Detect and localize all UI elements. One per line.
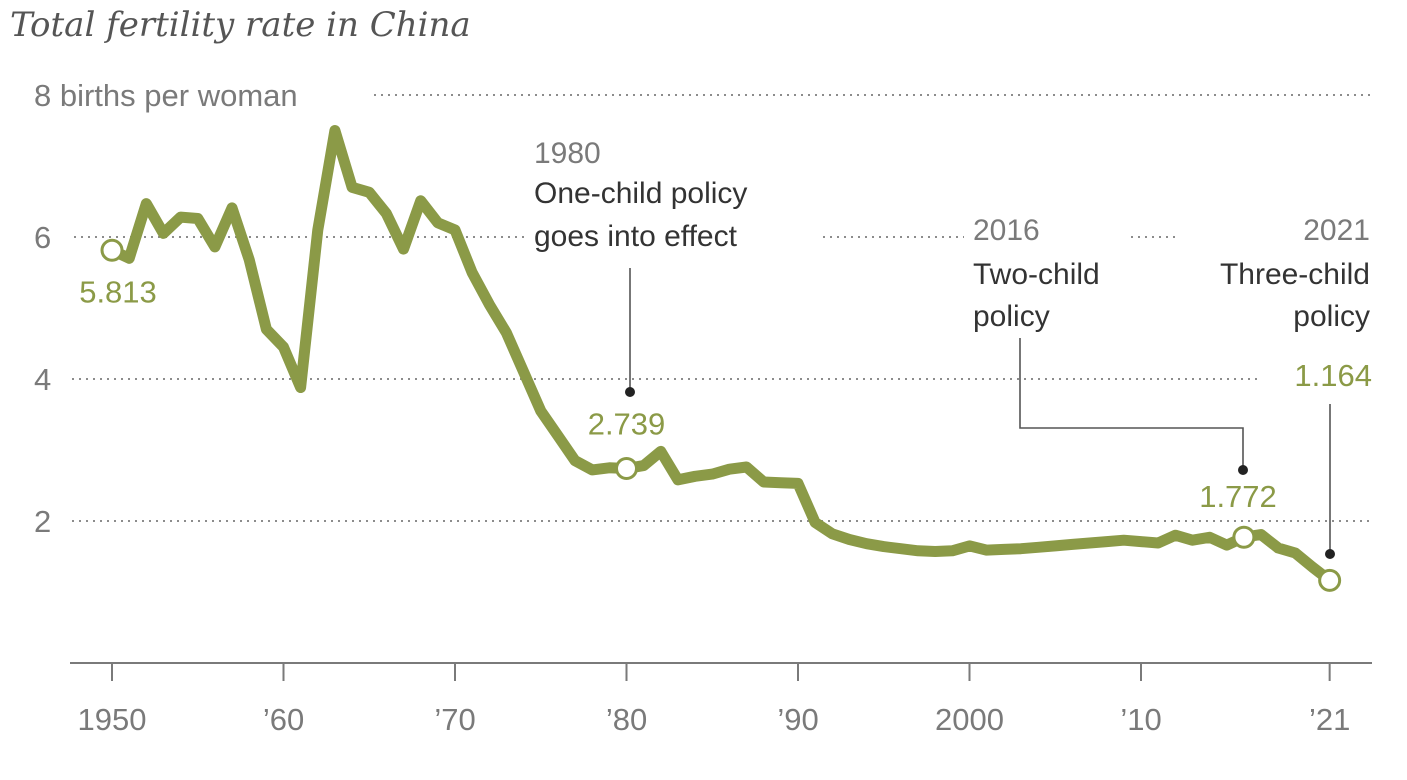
x-tick-label-2000: 2000 [935, 702, 1004, 737]
series-line-0 [106, 125, 1336, 586]
highlight-point-2021 [1318, 568, 1342, 592]
annotation-text-1980-0: One-child policy [534, 177, 747, 210]
y-tick-label-4: 4 [34, 362, 51, 397]
annotation-year-1980: 1980 [534, 137, 601, 170]
x-tick-label-1970: ’70 [434, 702, 475, 737]
series-line [106, 125, 1336, 586]
annotations: 1980 One-child policy goes into effect 2016… [528, 137, 1378, 396]
annotation-text-2021-0: Three-child [1220, 258, 1370, 291]
y-tick-label-2: 2 [34, 504, 51, 539]
grid-lines: 8 births per woman 6 4 2 [34, 78, 1370, 539]
leader-dot-1 [1238, 465, 1248, 475]
annotation-year-2021: 2021 [1303, 214, 1370, 247]
annotation-leaders [625, 268, 1335, 559]
leader-dot-0 [625, 387, 635, 397]
highlight-point-1980 [615, 457, 638, 481]
highlight-point-2016 [1232, 525, 1256, 549]
y-tick-label-8: 8 births per woman [34, 78, 298, 113]
y-tick-label-6: 6 [34, 220, 51, 255]
highlight-points [100, 238, 1342, 592]
annotation-text-2016-1: policy [973, 300, 1050, 333]
chart-title: Total fertility rate in China [10, 5, 471, 45]
x-tick-label-1980: ’80 [606, 702, 647, 737]
x-tick-label-2010: ’10 [1120, 702, 1161, 737]
annotation-text-1980-1: goes into effect [534, 220, 738, 253]
x-tick-label-1950: 1950 [78, 702, 147, 737]
value-label-1950: 5.813 [79, 274, 157, 309]
annotation-backdrop-3 [1262, 350, 1378, 396]
leader-dot-2 [1325, 549, 1335, 559]
value-label-2016: 1.772 [1199, 479, 1277, 514]
annotation-text-2016-0: Two-child [973, 258, 1100, 291]
annotation-backdrop-0 [528, 170, 820, 262]
value-label-2021: 1.164 [1294, 358, 1372, 393]
value-labels: 5.813 2.739 1.772 1.164 [79, 274, 1372, 514]
leader-line-1 [1019, 336, 1244, 470]
x-tick-label-2021: ’21 [1309, 702, 1350, 737]
annotation-backdrop-2 [1176, 212, 1376, 338]
x-axis: 1950 ’60 ’70 ’80 ’90 2000 ’10 ’21 [70, 662, 1372, 737]
x-tick-label-1990: ’90 [777, 702, 818, 737]
highlight-point-1950 [100, 238, 124, 262]
annotation-backdrop-1 [964, 212, 1130, 338]
annotation-year-2016: 2016 [973, 214, 1040, 247]
annotation-text-2021-1: policy [1293, 300, 1370, 333]
value-label-1980: 2.739 [588, 407, 666, 442]
x-tick-label-1960: ’60 [263, 702, 304, 737]
